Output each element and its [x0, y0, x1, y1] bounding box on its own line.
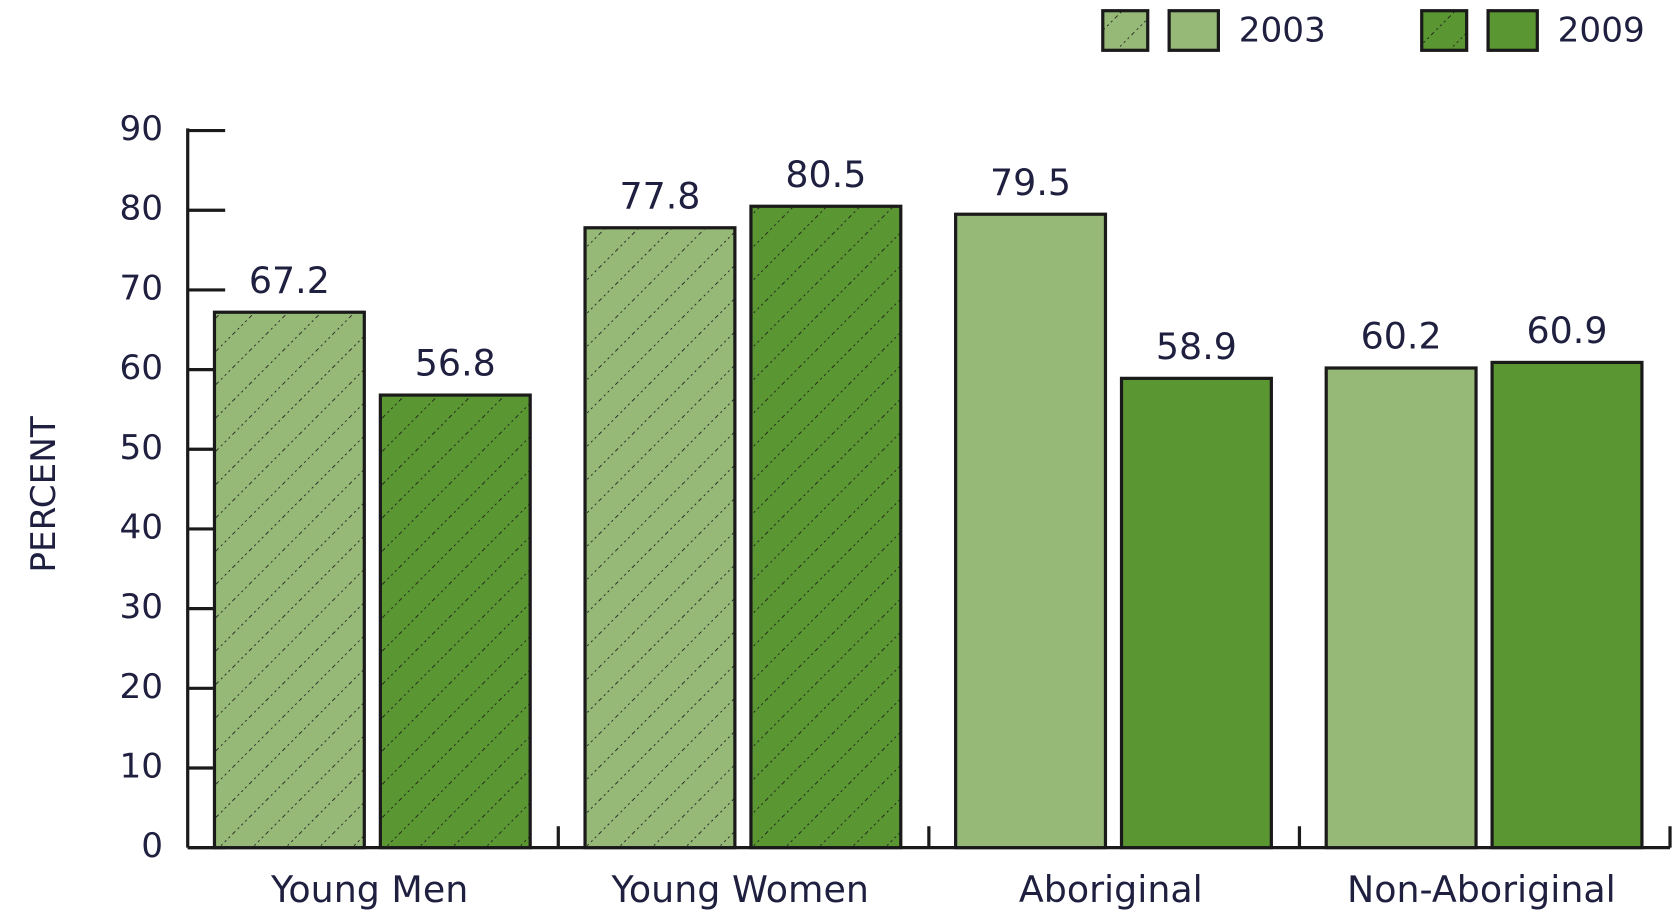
bar-hatch	[380, 395, 531, 848]
y-tick-label: 90	[120, 109, 164, 149]
bar	[1324, 366, 1478, 850]
legend-swatch-hatched	[1421, 10, 1467, 51]
legend-label: 2003	[1239, 11, 1326, 51]
data-label: 67.2	[249, 259, 330, 302]
legend-swatch	[1486, 9, 1539, 52]
legend-label: 2009	[1558, 11, 1645, 51]
data-label: 80.5	[785, 153, 866, 196]
data-label: 60.9	[1527, 309, 1608, 352]
data-label: 56.8	[415, 342, 496, 385]
y-axis-label: PERCENT	[24, 415, 64, 572]
y-tick-label: 70	[120, 268, 164, 308]
y-tick-label: 80	[120, 189, 164, 229]
bar-hatch	[750, 206, 901, 848]
bar	[1490, 360, 1644, 850]
y-tick-label: 20	[120, 667, 164, 707]
bar-hatch	[585, 227, 735, 848]
y-tick-label: 40	[120, 507, 164, 547]
x-tick-label: Young Men	[270, 868, 468, 911]
y-tick-label: 30	[120, 587, 164, 627]
y-tick-label: 0	[141, 826, 163, 866]
y-tick-label: 10	[120, 746, 164, 786]
x-tick-label: Non-Aboriginal	[1347, 868, 1616, 911]
bar-hatch	[214, 312, 365, 848]
y-tick-label: 50	[120, 428, 164, 468]
y-tick-label: 60	[120, 348, 164, 388]
bar	[1119, 376, 1273, 850]
x-tick-label: Aboriginal	[1019, 868, 1203, 911]
data-label: 58.9	[1156, 325, 1237, 368]
data-label: 60.2	[1361, 315, 1442, 358]
legend-swatch	[1167, 9, 1220, 52]
bar	[954, 212, 1108, 850]
legend-swatch-hatched	[1102, 10, 1148, 51]
data-label: 77.8	[619, 174, 700, 217]
x-tick-label: Young Women	[611, 868, 869, 911]
data-label: 79.5	[990, 161, 1071, 204]
